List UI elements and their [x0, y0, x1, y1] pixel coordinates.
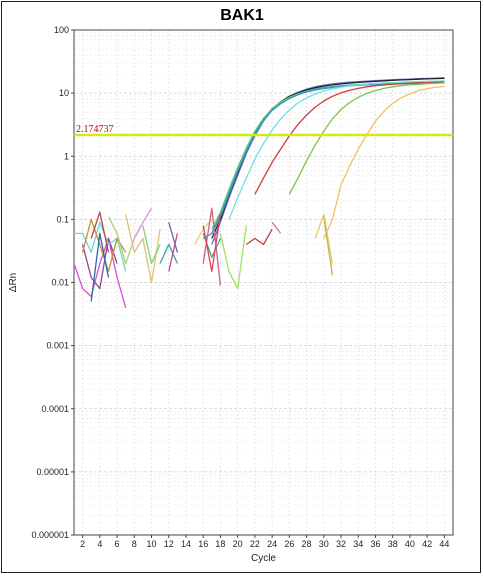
y-tick-label: 0.1	[56, 214, 69, 224]
x-axis-ticks: 2 4 6 8 10 12 14 16 18 20 22 24 26 28 30 32 34 36 38 40 42 44	[80, 535, 449, 549]
x-tick-label: 44	[439, 539, 449, 549]
x-tick-label: 16	[198, 539, 208, 549]
x-tick-label: 32	[336, 539, 346, 549]
y-tick-label: 1	[64, 151, 69, 161]
amplification-curve	[211, 81, 445, 234]
amplification-curve	[73, 237, 127, 308]
amplification-curve	[168, 222, 179, 253]
y-tick-label: 0.0001	[41, 404, 69, 414]
amplification-curve	[133, 207, 153, 239]
grid	[74, 29, 453, 536]
amplification-curve	[81, 237, 118, 290]
amplification-curve	[125, 214, 161, 284]
amplification-curve	[107, 216, 135, 265]
amplification-curve	[159, 243, 178, 264]
x-tick-label: 8	[132, 539, 137, 549]
y-tick-label: 100	[54, 25, 69, 35]
amplification-curve	[228, 80, 445, 220]
amplification-curve	[245, 228, 273, 246]
x-tick-label: 2	[80, 539, 85, 549]
x-tick-label: 24	[267, 539, 277, 549]
threshold-label: 2.174737	[76, 124, 114, 135]
x-tick-label: 6	[115, 539, 120, 549]
y-axis-ticks: 100 10 1 0.1 0.01 0.001 0.0001 0.00001 0.000001	[31, 25, 74, 540]
x-tick-label: 4	[97, 539, 102, 549]
y-tick-label: 0.001	[46, 341, 69, 351]
chart-title: BAK1	[220, 7, 264, 24]
y-tick-label: 0.000001	[31, 530, 69, 540]
amplification-curve	[254, 81, 445, 195]
x-tick-label: 12	[164, 539, 174, 549]
amplification-curve	[202, 214, 222, 273]
x-axis-label: Cycle	[251, 553, 276, 564]
x-tick-label: 20	[233, 539, 243, 549]
x-tick-label: 30	[319, 539, 329, 549]
amplification-curve	[323, 85, 445, 239]
amplification-curve	[323, 216, 334, 276]
amplification-curve	[314, 213, 334, 264]
y-axis-label: ΔRn	[8, 273, 19, 292]
amplification-curve	[90, 232, 110, 302]
y-tick-label: 0.01	[51, 278, 69, 288]
x-tick-label: 26	[284, 539, 294, 549]
x-tick-label: 38	[388, 539, 398, 549]
amplification-curve	[288, 82, 445, 195]
amplification-curve	[90, 211, 110, 253]
amplification-curve	[219, 225, 247, 290]
x-tick-label: 22	[250, 539, 260, 549]
x-tick-label: 14	[181, 539, 191, 549]
series-group	[73, 77, 445, 308]
y-tick-label: 0.00001	[36, 467, 69, 477]
y-tick-label: 10	[59, 88, 69, 98]
x-tick-label: 36	[370, 539, 380, 549]
x-tick-label: 34	[353, 539, 363, 549]
x-tick-label: 10	[147, 539, 157, 549]
x-tick-label: 40	[405, 539, 415, 549]
x-tick-label: 28	[302, 539, 312, 549]
amplification-curve	[211, 77, 445, 239]
x-tick-label: 42	[422, 539, 432, 549]
x-tick-label: 18	[215, 539, 225, 549]
amplification-curve	[168, 233, 179, 272]
amplification-curve	[202, 207, 222, 286]
amplification-curve	[142, 225, 161, 265]
amplification-curve	[271, 221, 282, 234]
